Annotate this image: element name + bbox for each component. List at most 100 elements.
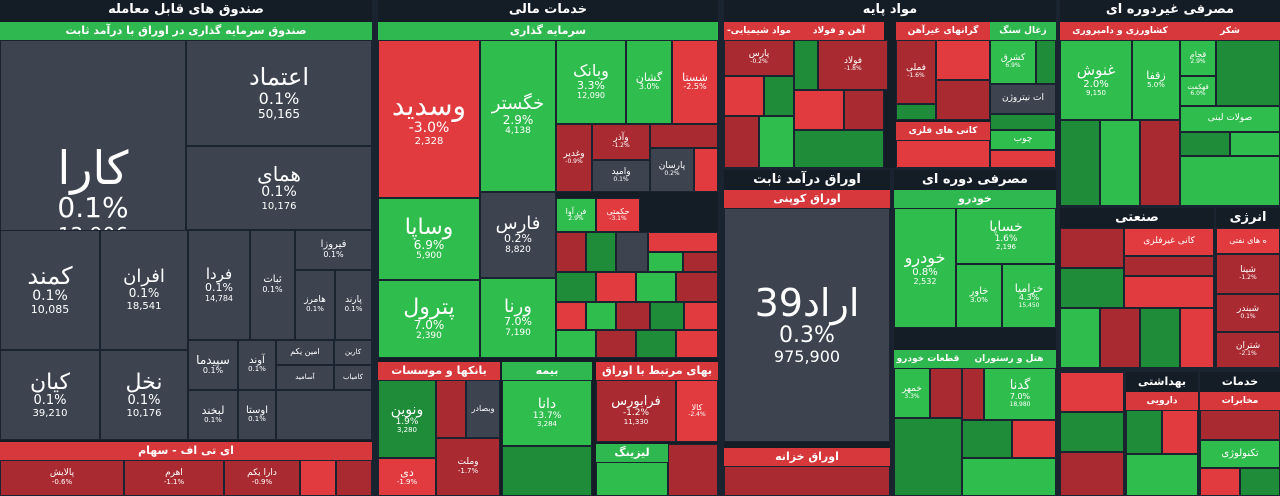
tile-gdana[interactable]: گدنا 7.0% 18,980	[984, 368, 1056, 420]
mosaic-cell[interactable]	[556, 302, 586, 330]
tile-daraikom[interactable]: دارا یکم -0.9%	[224, 460, 300, 496]
tile-refinery[interactable]: ه های نفتی	[1216, 228, 1280, 254]
tile-small-tc-a[interactable]	[1200, 410, 1280, 440]
tile-small-s2[interactable]	[794, 90, 844, 130]
tile-small-i-b[interactable]	[1124, 256, 1214, 276]
tile-di[interactable]: دی -1.9%	[378, 458, 436, 496]
tile-small-i-g[interactable]	[1140, 308, 1180, 368]
tile-kashrag[interactable]: کشرق 6.9%	[990, 40, 1036, 84]
tile-small-il-c[interactable]	[1060, 452, 1124, 496]
tile-firouza[interactable]: فیروزا 0.1%	[295, 230, 372, 270]
tile-small-b1[interactable]	[436, 380, 466, 438]
tile-small-l1[interactable]	[596, 462, 668, 496]
tile-khodro[interactable]: خودرو 0.8% 2,532	[894, 208, 956, 328]
tile-khamehr[interactable]: خمهر 3.3%	[894, 368, 930, 418]
tile-small-f2[interactable]	[694, 148, 718, 192]
tile-small-co1[interactable]	[1036, 40, 1056, 84]
tile-cement[interactable]: کانی غیرفلزی	[1124, 228, 1214, 256]
mosaic-cell[interactable]	[648, 252, 683, 272]
tile-small-p1[interactable]	[930, 368, 962, 418]
mosaic-cell[interactable]	[683, 252, 718, 272]
tile-farabourse[interactable]: فرابورس -1.2% 11,330	[596, 380, 676, 442]
mosaic-cell[interactable]	[586, 232, 616, 272]
mosaic-cell[interactable]	[596, 272, 636, 302]
tile-kamand[interactable]: کمند 0.1% 10,085	[0, 230, 100, 350]
tile-small-h-b[interactable]	[1162, 410, 1198, 454]
tile-oil[interactable]: ات نیتروژن	[990, 84, 1056, 114]
tile-wood[interactable]: چوب	[990, 130, 1056, 150]
tile-petrol[interactable]: پترول 7.0% 2,390	[378, 280, 480, 358]
tile-afran[interactable]: افران 0.1% 18,541	[100, 230, 188, 350]
mosaic-cell[interactable]	[616, 302, 650, 330]
tile-kian[interactable]: کیان 0.1% 39,210	[0, 350, 100, 440]
tile-small-i-d[interactable]	[1124, 276, 1214, 308]
tile-sepidma[interactable]: سپیدما 0.1%	[188, 340, 238, 390]
tile-shina[interactable]: شینا -1.2%	[1216, 254, 1280, 294]
tile-hamay[interactable]: همای 0.1% 10,176	[186, 146, 372, 230]
tile-fkaas[interactable]: فن آوا 2.9%	[556, 198, 596, 232]
tile-small-n2[interactable]	[936, 80, 990, 120]
tile-small-co2[interactable]	[990, 114, 1056, 130]
tile-aminyekom[interactable]: امین یکم	[276, 340, 334, 365]
tile-vabsader[interactable]: وبصادر	[466, 380, 500, 438]
tile-small-i-a[interactable]	[1060, 228, 1124, 268]
tile-small-n4[interactable]	[896, 140, 990, 168]
tile-small-il-a[interactable]	[1060, 372, 1124, 412]
tile-karin[interactable]: کارین	[334, 340, 372, 365]
tile-small-d3[interactable]	[1140, 120, 1180, 206]
tile-kamyab[interactable]: کامیاب	[334, 365, 372, 390]
mosaic-cell[interactable]	[650, 302, 684, 330]
tile-ghahkamat[interactable]: قهکمت 6.0%	[1180, 76, 1216, 106]
tile-fameli[interactable]: فملی -1.6%	[896, 40, 936, 104]
tile-small-tc-b[interactable]	[1200, 468, 1240, 496]
mosaic-cell[interactable]	[556, 232, 586, 272]
tile-ghadam[interactable]: قجام 2.9%	[1180, 40, 1216, 76]
tile-avand[interactable]: آوند 0.1%	[238, 340, 276, 390]
tile-small-d5[interactable]	[1180, 132, 1230, 156]
tile-gshan[interactable]: گشان 3.0%	[626, 40, 672, 124]
tile-hekmati[interactable]: حکمتی -3.1%	[596, 198, 640, 232]
tile-small-c2[interactable]	[764, 76, 794, 116]
tile-labkhand[interactable]: لبخند 0.1%	[188, 390, 238, 440]
tile-dana[interactable]: دانا 13.7% 3,284	[502, 380, 592, 446]
tile-varna[interactable]: ورنا 7.0% 7,190	[480, 278, 556, 358]
tile-small-i-e[interactable]	[1060, 308, 1100, 368]
tile-parsan[interactable]: پارسان 0.2%	[650, 148, 694, 192]
tile-small-i-f[interactable]	[1100, 308, 1140, 368]
mosaic-cell[interactable]	[586, 302, 616, 330]
tile-farda[interactable]: فردا 0.1% 14,784	[188, 230, 250, 340]
tile-small-n3[interactable]	[896, 104, 936, 120]
tile-khasapa[interactable]: خساپا 1.6% 2,196	[956, 208, 1056, 264]
tile-shatran[interactable]: شتران -2.1%	[1216, 332, 1280, 368]
tile-small-h-a[interactable]	[1126, 410, 1162, 454]
tile-small-h-c[interactable]	[1126, 454, 1198, 496]
tile-small-d6[interactable]	[1230, 132, 1280, 156]
tile-small-a[interactable]	[276, 390, 372, 440]
tile-avesta[interactable]: اوستا 0.1%	[238, 390, 276, 440]
tile-dairy[interactable]: صولات لبنی	[1180, 106, 1280, 132]
tile-zagfa[interactable]: زقفا 5.0%	[1132, 40, 1180, 120]
tile-small-h3[interactable]	[1012, 420, 1056, 458]
tile-small-co3[interactable]	[990, 150, 1056, 168]
tile-etemad[interactable]: اعتماد 0.1% 50,165	[186, 40, 372, 146]
tile-vaghadir[interactable]: وغدیر -0.9%	[556, 124, 592, 192]
tile-small-d2[interactable]	[1100, 120, 1140, 206]
tile-vamid[interactable]: وامید 0.1%	[592, 160, 650, 192]
tile-khavar[interactable]: خاور 3.0%	[956, 264, 1002, 328]
tile-small-d7[interactable]	[1180, 156, 1280, 206]
mosaic-cell[interactable]	[648, 232, 718, 252]
tile-sabat[interactable]: ثبات 0.1%	[250, 230, 295, 340]
tile-small-s1[interactable]	[794, 40, 818, 90]
mosaic-cell[interactable]	[616, 232, 648, 272]
tile-small-c3[interactable]	[724, 116, 759, 168]
tile-khazamia[interactable]: خزامیا 4.3% 15,450	[1002, 264, 1056, 328]
mosaic-cell[interactable]	[636, 272, 676, 302]
mosaic-cell[interactable]	[676, 272, 718, 302]
tile-vamelat[interactable]: وملت -1.7%	[436, 438, 500, 496]
tile-vasapa[interactable]: وساپا 6.9% 5,900	[378, 198, 480, 280]
tile-small-etf1[interactable]	[300, 460, 336, 496]
tile-tech[interactable]: تکنولوژی	[1200, 440, 1280, 468]
tile-small-il-b[interactable]	[1060, 412, 1124, 452]
tile-palayesh[interactable]: پالایش -0.6%	[0, 460, 124, 496]
tile-small-etf2[interactable]	[336, 460, 372, 496]
